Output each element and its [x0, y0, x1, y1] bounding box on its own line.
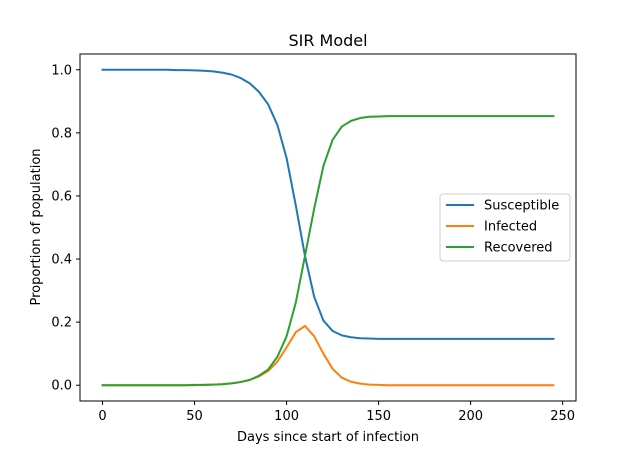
x-tick-label: 150 — [366, 409, 391, 424]
x-tick-label: 200 — [458, 409, 483, 424]
y-tick-label: 0.4 — [51, 253, 72, 268]
x-tick-label: 50 — [186, 409, 203, 424]
y-tick-label: 0.2 — [51, 316, 72, 331]
x-axis-label: Days since start of infection — [237, 430, 419, 445]
y-tick-label: 0.0 — [51, 379, 72, 394]
x-tick-label: 100 — [274, 409, 299, 424]
y-tick-label: 1.0 — [51, 63, 72, 78]
x-tick-label: 0 — [98, 409, 106, 424]
legend-label-recovered: Recovered — [484, 241, 553, 256]
legend-label-infected: Infected — [484, 220, 537, 235]
legend-label-susceptible: Susceptible — [484, 199, 559, 214]
axes-frame — [79, 53, 577, 402]
x-tick-label: 250 — [550, 409, 575, 424]
series-line-susceptible — [101, 68, 555, 340]
y-axis-label: Proportion of population — [29, 148, 44, 305]
plot-area: 0 50 100 150 200 250 0.0 0.2 0.4 0.6 0.8 1.0 Suscept… — [51, 53, 577, 424]
y-tick-label: 0.6 — [51, 189, 72, 204]
legend-box — [439, 193, 571, 262]
y-tick-label: 0.8 — [51, 126, 72, 141]
series-line-recovered — [101, 115, 555, 387]
chart-title: SIR Model — [288, 31, 367, 50]
